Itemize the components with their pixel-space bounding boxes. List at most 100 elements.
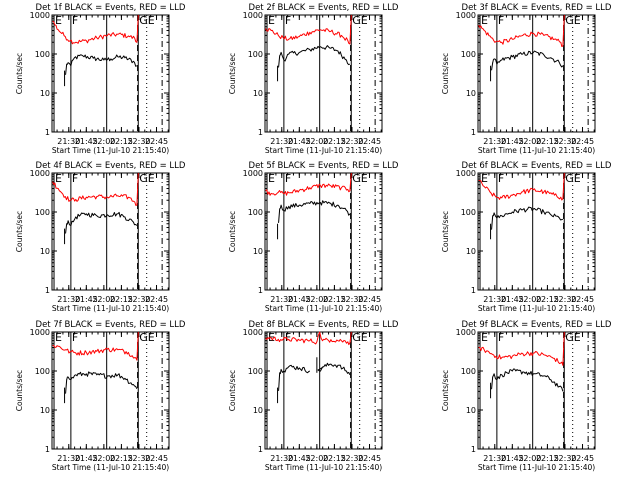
x-tick-label: 21:30 xyxy=(57,295,80,304)
events-series xyxy=(277,45,351,82)
plot-panel-3: Det 3f BLACK = Events, RED = LLD 1 10 100 10… xyxy=(441,3,612,155)
events-trace xyxy=(278,200,351,223)
y-axis-label: Counts/sec xyxy=(228,211,237,252)
lld-trace xyxy=(478,331,565,366)
time-marker-label: F xyxy=(498,172,504,185)
x-tick-label: 22:00 xyxy=(305,137,328,146)
time-marker-label: E xyxy=(268,172,275,185)
y-tick-label: 10 xyxy=(466,406,476,415)
plot-frame xyxy=(51,14,170,133)
plot-panel-4: Det 4f BLACK = Events, RED = LLD 1 10 100 10… xyxy=(15,161,186,313)
events-series xyxy=(490,368,564,399)
x-tick-label: 22:15 xyxy=(110,295,133,304)
x-axis-label: Start Time (11-Jul-10 21:15:40) xyxy=(265,463,382,472)
y-tick-label: 100 xyxy=(461,208,476,217)
y-tick-label: 1 xyxy=(258,128,263,137)
x-tick-label: 21:30 xyxy=(483,454,506,463)
y-tick-label: 1000 xyxy=(456,169,476,178)
x-axis-label: Start Time (11-Jul-10 21:15:40) xyxy=(478,304,595,313)
lld-series xyxy=(478,14,565,47)
time-marker-label: E xyxy=(148,331,155,344)
plot-panel-2: Det 2f BLACK = Events, RED = LLD 1 10 100 10… xyxy=(228,3,399,155)
x-tick-label: 21:45 xyxy=(75,454,98,463)
events-trace xyxy=(65,371,138,394)
x-tick-label: 22:15 xyxy=(110,137,133,146)
y-axis-label: Counts/sec xyxy=(15,370,24,411)
x-tick-label: 22:15 xyxy=(323,454,346,463)
x-tick-label: 21:45 xyxy=(75,295,98,304)
y-axis-label: Counts/sec xyxy=(441,211,450,252)
plot-frame xyxy=(477,172,596,291)
x-tick-label: 22:15 xyxy=(536,454,559,463)
y-tick-label: 1000 xyxy=(30,11,50,20)
time-marker-label: E xyxy=(55,172,62,185)
lld-series xyxy=(52,172,139,206)
time-marker-label: F xyxy=(285,14,291,27)
lld-trace xyxy=(52,172,139,206)
x-tick-label: 22:15 xyxy=(536,295,559,304)
y-tick-label: 1 xyxy=(258,445,263,454)
y-axis-label: Counts/sec xyxy=(441,53,450,94)
x-tick-label: 21:30 xyxy=(270,454,293,463)
y-tick-label: 1 xyxy=(258,286,263,295)
y-tick-label: 10 xyxy=(40,247,50,256)
x-axis-label: Start Time (11-Jul-10 21:15:40) xyxy=(478,463,595,472)
time-marker-label: G xyxy=(139,172,148,185)
plot-title: Det 3f BLACK = Events, RED = LLD xyxy=(462,3,612,13)
time-marker-label: E xyxy=(55,331,62,344)
x-tick-label: 22:45 xyxy=(358,137,381,146)
x-tick-label: 22:45 xyxy=(145,295,168,304)
events-series xyxy=(64,211,138,245)
lld-trace xyxy=(52,331,139,361)
time-marker-label: G xyxy=(565,14,574,27)
x-tick-label: 22:30 xyxy=(127,454,150,463)
x-tick-label: 21:30 xyxy=(57,454,80,463)
x-tick-label: 22:00 xyxy=(305,454,328,463)
time-marker-label: G xyxy=(565,331,574,344)
y-tick-label: 1 xyxy=(45,128,50,137)
y-tick-label: 10 xyxy=(466,247,476,256)
x-tick-label: 22:30 xyxy=(553,454,576,463)
x-tick-label: 22:45 xyxy=(358,454,381,463)
y-tick-label: 10 xyxy=(40,89,50,98)
x-tick-label: 21:30 xyxy=(483,137,506,146)
y-tick-label: 1000 xyxy=(30,169,50,178)
time-marker-label: E xyxy=(481,172,488,185)
x-tick-label: 21:30 xyxy=(483,295,506,304)
y-tick-label: 1000 xyxy=(243,11,263,20)
y-tick-label: 100 xyxy=(248,50,263,59)
plot-panel-8: Det 8f BLACK = Events, RED = LLD 1 10 100 10… xyxy=(228,320,399,472)
lld-series xyxy=(478,172,565,201)
x-tick-label: 21:45 xyxy=(75,137,98,146)
time-marker-label: E xyxy=(574,14,581,27)
time-marker-label: E xyxy=(268,331,275,344)
y-tick-label: 1 xyxy=(471,445,476,454)
plot-title: Det 1f BLACK = Events, RED = LLD xyxy=(36,3,186,13)
y-tick-label: 1000 xyxy=(243,169,263,178)
x-axis-label: Start Time (11-Jul-10 21:15:40) xyxy=(52,304,169,313)
x-tick-label: 21:45 xyxy=(288,295,311,304)
x-tick-label: 22:00 xyxy=(92,295,115,304)
x-tick-label: 22:30 xyxy=(340,137,363,146)
x-tick-label: 22:45 xyxy=(145,137,168,146)
lld-series xyxy=(265,331,352,346)
y-tick-label: 100 xyxy=(35,367,50,376)
y-tick-label: 100 xyxy=(248,208,263,217)
plot-frame xyxy=(477,331,596,450)
x-axis-label: Start Time (11-Jul-10 21:15:40) xyxy=(52,463,169,472)
plot-panel-9: Det 9f BLACK = Events, RED = LLD 1 10 100 10… xyxy=(441,320,612,472)
x-tick-label: 22:00 xyxy=(518,137,541,146)
lld-series xyxy=(265,172,352,196)
y-tick-label: 1 xyxy=(45,445,50,454)
lld-series xyxy=(52,331,139,361)
time-marker-label: E xyxy=(574,172,581,185)
lld-series xyxy=(52,14,139,45)
lld-trace xyxy=(265,172,352,196)
y-tick-label: 1 xyxy=(45,286,50,295)
lld-series xyxy=(265,14,352,45)
time-marker-label: E xyxy=(268,14,275,27)
plot-title: Det 5f BLACK = Events, RED = LLD xyxy=(249,161,399,171)
y-tick-label: 100 xyxy=(248,367,263,376)
y-tick-label: 1000 xyxy=(243,328,263,337)
